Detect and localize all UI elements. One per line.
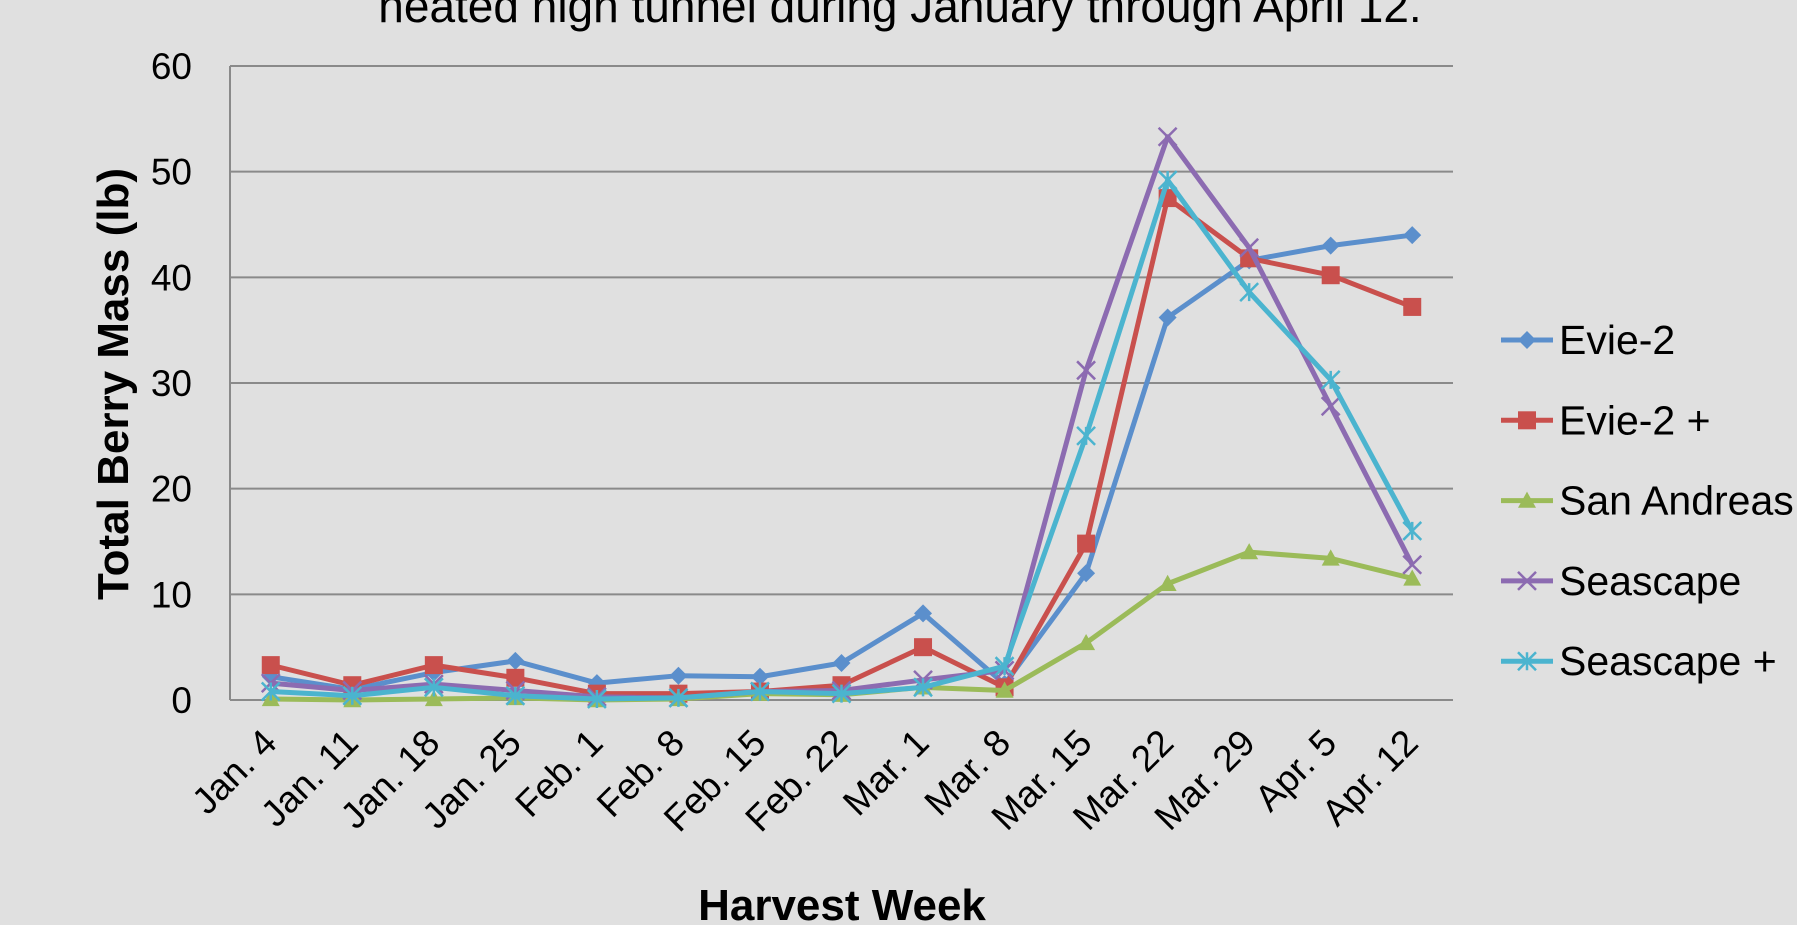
marker [1403, 569, 1422, 586]
y-tick-label: 10 [151, 574, 192, 615]
marker [424, 656, 443, 675]
series [260, 170, 1423, 709]
marker [424, 689, 443, 707]
marker [1240, 543, 1259, 560]
marker [668, 688, 689, 708]
marker [1518, 491, 1536, 508]
marker [914, 638, 933, 657]
x-axis-title: Harvest Week [698, 881, 986, 925]
marker [1321, 266, 1340, 285]
marker [505, 685, 526, 706]
marker [1321, 236, 1340, 255]
marker [1518, 411, 1536, 430]
legend-label: Seascape + [1559, 638, 1777, 684]
marker [587, 689, 607, 709]
marker [913, 677, 933, 698]
marker [1402, 554, 1423, 575]
y-tick-label: 30 [151, 363, 192, 404]
marker [1517, 571, 1537, 591]
marker [1239, 282, 1260, 303]
legend-label: Evie-2 [1559, 317, 1675, 363]
marker [1320, 396, 1341, 417]
marker [342, 685, 363, 706]
legend-item: Seascape [1501, 558, 1741, 604]
marker [1517, 651, 1537, 672]
marker [1158, 574, 1177, 591]
marker [995, 681, 1014, 698]
marker [1157, 170, 1178, 191]
y-tick-label: 20 [151, 469, 192, 510]
legend-item: Evie-2 + [1501, 397, 1711, 443]
y-axis-title: Total Berry Mass (lb) [89, 168, 138, 600]
marker [1077, 564, 1096, 583]
y-tick-label: 40 [151, 257, 192, 298]
marker [1077, 633, 1096, 651]
marker [1402, 521, 1423, 541]
marker [1518, 331, 1536, 349]
marker [506, 668, 525, 687]
marker [994, 656, 1015, 677]
marker [1239, 237, 1260, 258]
marker [1158, 308, 1177, 327]
marker [1403, 226, 1422, 245]
marker [1076, 360, 1096, 381]
marker [750, 681, 770, 702]
y-tick-label: 0 [171, 680, 192, 721]
legend-item: Seascape + [1501, 638, 1777, 684]
marker [423, 677, 444, 698]
marker [832, 654, 851, 673]
marker [914, 604, 933, 623]
legend-item: San Andreas [1501, 478, 1794, 524]
marker [750, 667, 769, 686]
y-tick-label: 50 [151, 152, 192, 193]
marker [1077, 534, 1096, 553]
marker [260, 681, 281, 702]
marker [1157, 126, 1178, 147]
y-tick-label: 60 [151, 46, 192, 87]
chart-title: heated high tunnel during January throug… [378, 0, 1421, 32]
legend-label: San Andreas [1559, 478, 1794, 524]
marker [1321, 549, 1340, 566]
marker [1403, 297, 1422, 316]
marker [506, 651, 525, 670]
marker [1076, 425, 1096, 446]
marker [669, 666, 688, 685]
legend-label: Seascape [1559, 558, 1741, 604]
marker [261, 656, 280, 675]
legend-item: Evie-2 [1501, 317, 1675, 363]
legend-label: Evie-2 + [1559, 397, 1711, 443]
marker [831, 683, 852, 704]
marker [1320, 369, 1341, 390]
